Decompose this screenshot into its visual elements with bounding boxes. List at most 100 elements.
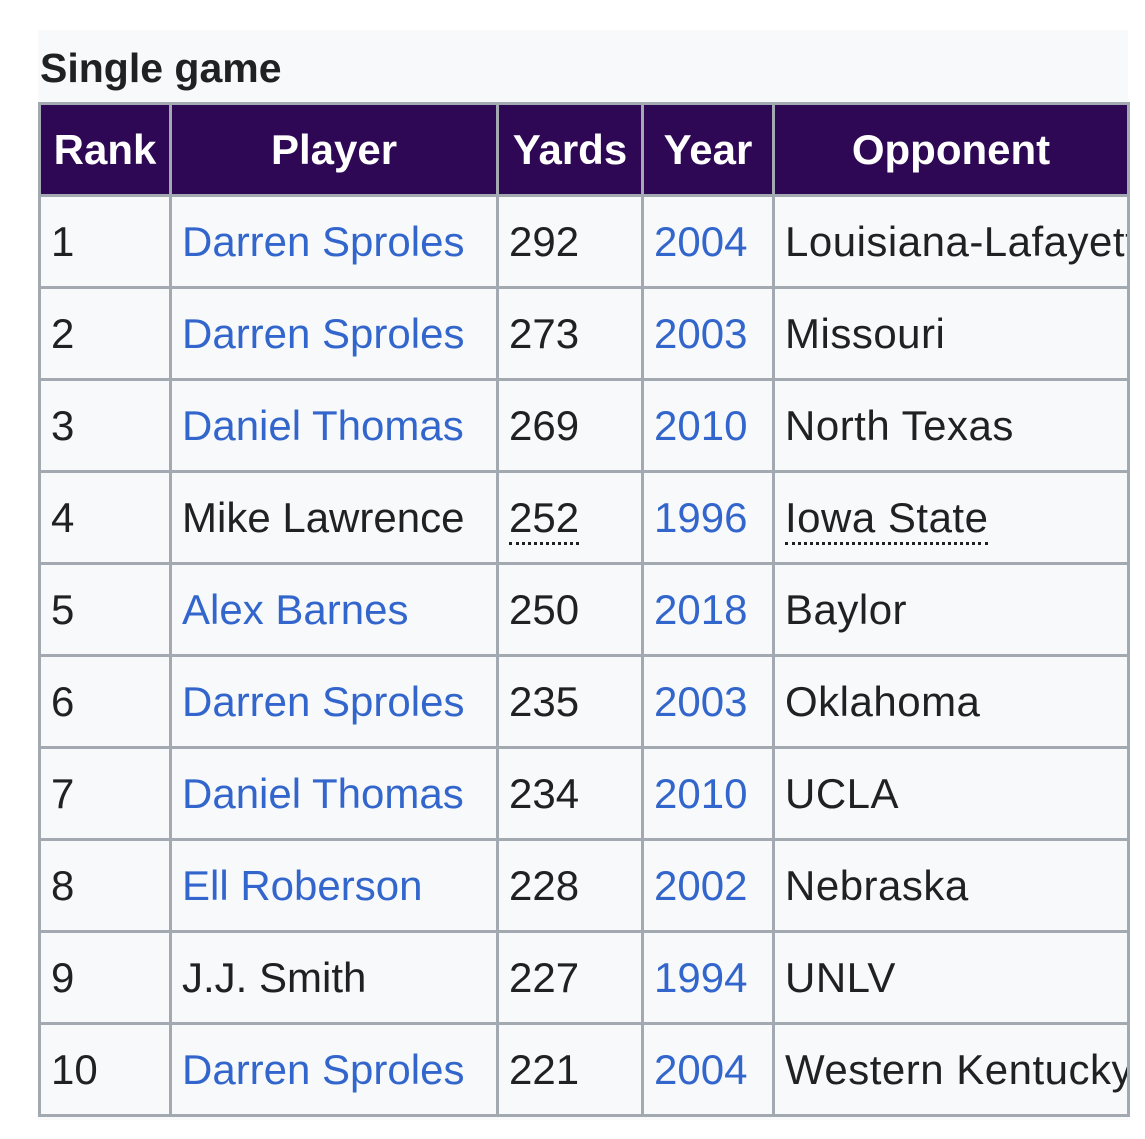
player-link[interactable]: Darren Sproles — [182, 309, 465, 357]
yards-cell: 252 — [496, 470, 644, 565]
table-caption: Single game — [40, 45, 282, 91]
yards-value: 269 — [509, 401, 580, 449]
year-link[interactable]: 2002 — [654, 861, 748, 909]
player-cell: Ell Roberson — [169, 838, 499, 933]
table-row: 9 J.J. Smith 227 1994 UNLV — [38, 930, 1130, 1025]
player-cell: Darren Sproles — [169, 194, 499, 289]
yards-value: 228 — [509, 861, 580, 909]
player-link[interactable]: Daniel Thomas — [182, 769, 464, 817]
player-name: Mike Lawrence — [182, 493, 465, 541]
player-link[interactable]: Ell Roberson — [182, 861, 423, 909]
player-link[interactable]: Alex Barnes — [182, 585, 409, 633]
yards-cell: 292 — [496, 194, 644, 289]
year-cell: 1994 — [641, 930, 775, 1025]
opponent-cell: UCLA — [772, 746, 1130, 841]
yards-cell: 228 — [496, 838, 644, 933]
yards-value: 235 — [509, 677, 580, 725]
rank-value: 8 — [51, 861, 75, 909]
table-row: 3 Daniel Thomas 269 2010 North Texas — [38, 378, 1130, 473]
opponent-cell: North Texas — [772, 378, 1130, 473]
column-header-year: Year — [641, 102, 775, 197]
year-link[interactable]: 2004 — [654, 1045, 748, 1093]
single-game-rushing-table: Rank Player Yards Year Opponent 1 Darren … — [38, 102, 1130, 1117]
yards-cell: 235 — [496, 654, 644, 749]
year-link[interactable]: 2003 — [654, 677, 748, 725]
year-link[interactable]: 2018 — [654, 585, 748, 633]
rank-cell: 6 — [38, 654, 172, 749]
year-cell: 1996 — [641, 470, 775, 565]
year-link[interactable]: 2010 — [654, 769, 748, 817]
yards-cell: 227 — [496, 930, 644, 1025]
rank-cell: 3 — [38, 378, 172, 473]
player-name: J.J. Smith — [182, 953, 367, 1001]
year-cell: 2002 — [641, 838, 775, 933]
header-row: Rank Player Yards Year Opponent — [38, 102, 1130, 197]
table-row: 4 Mike Lawrence 252 1996 Iowa State — [38, 470, 1130, 565]
year-link[interactable]: 1996 — [654, 493, 748, 541]
yards-value: 250 — [509, 585, 580, 633]
rank-cell: 9 — [38, 930, 172, 1025]
rank-cell: 4 — [38, 470, 172, 565]
year-cell: 2004 — [641, 1022, 775, 1117]
year-link[interactable]: 2010 — [654, 401, 748, 449]
opponent-name: North Texas — [785, 401, 1014, 449]
table-row: 5 Alex Barnes 250 2018 Baylor — [38, 562, 1130, 657]
year-cell: 2004 — [641, 194, 775, 289]
table-row: 10 Darren Sproles 221 2004 Western Kentucky — [38, 1022, 1130, 1117]
yards-value: 273 — [509, 309, 580, 357]
opponent-name: Oklahoma — [785, 677, 981, 725]
player-link[interactable]: Darren Sproles — [182, 1045, 465, 1093]
player-cell: J.J. Smith — [169, 930, 499, 1025]
opponent-cell: UNLV — [772, 930, 1130, 1025]
opponent-name: UCLA — [785, 769, 900, 817]
yards-cell: 250 — [496, 562, 644, 657]
year-link[interactable]: 2003 — [654, 309, 748, 357]
player-link[interactable]: Darren Sproles — [182, 217, 465, 265]
yards-cell: 221 — [496, 1022, 644, 1117]
opponent-name: UNLV — [785, 953, 896, 1001]
rank-value: 2 — [51, 309, 75, 357]
yards-value: 227 — [509, 953, 580, 1001]
opponent-name: Baylor — [785, 585, 908, 633]
year-cell: 2010 — [641, 746, 775, 841]
rank-value: 3 — [51, 401, 75, 449]
opponent-cell: Nebraska — [772, 838, 1130, 933]
year-link[interactable]: 1994 — [654, 953, 748, 1001]
rank-cell: 1 — [38, 194, 172, 289]
table-row: 8 Ell Roberson 228 2002 Nebraska — [38, 838, 1130, 933]
opponent-name: Louisiana-Lafayette — [785, 217, 1129, 265]
player-cell: Daniel Thomas — [169, 746, 499, 841]
opponent-cell: Missouri — [772, 286, 1130, 381]
rank-value: 1 — [51, 217, 75, 265]
rank-value: 6 — [51, 677, 75, 725]
player-cell: Daniel Thomas — [169, 378, 499, 473]
opponent-name: Western Kentucky — [785, 1045, 1129, 1093]
yards-cell: 234 — [496, 746, 644, 841]
opponent-name: Missouri — [785, 309, 946, 357]
rank-cell: 2 — [38, 286, 172, 381]
yards-cell: 273 — [496, 286, 644, 381]
player-cell: Darren Sproles — [169, 286, 499, 381]
opponent-cell: Oklahoma — [772, 654, 1130, 749]
table-row: 6 Darren Sproles 235 2003 Oklahoma — [38, 654, 1130, 749]
column-header-player: Player — [169, 102, 499, 197]
rank-cell: 5 — [38, 562, 172, 657]
table-row: 2 Darren Sproles 273 2003 Missouri — [38, 286, 1130, 381]
opponent-name: Nebraska — [785, 861, 969, 909]
year-cell: 2018 — [641, 562, 775, 657]
yards-cell: 269 — [496, 378, 644, 473]
rank-value: 9 — [51, 953, 75, 1001]
opponent-cell: Iowa State — [772, 470, 1130, 565]
player-link[interactable]: Darren Sproles — [182, 677, 465, 725]
year-link[interactable]: 2004 — [654, 217, 748, 265]
rank-value: 10 — [51, 1045, 98, 1093]
player-cell: Alex Barnes — [169, 562, 499, 657]
player-link[interactable]: Daniel Thomas — [182, 401, 464, 449]
yards-value: 234 — [509, 769, 580, 817]
year-cell: 2003 — [641, 654, 775, 749]
yards-value: 292 — [509, 217, 580, 265]
rank-cell: 10 — [38, 1022, 172, 1117]
table-row: 1 Darren Sproles 292 2004 Louisiana-Lafayett… — [38, 194, 1130, 289]
column-header-yards: Yards — [496, 102, 644, 197]
rank-cell: 7 — [38, 746, 172, 841]
